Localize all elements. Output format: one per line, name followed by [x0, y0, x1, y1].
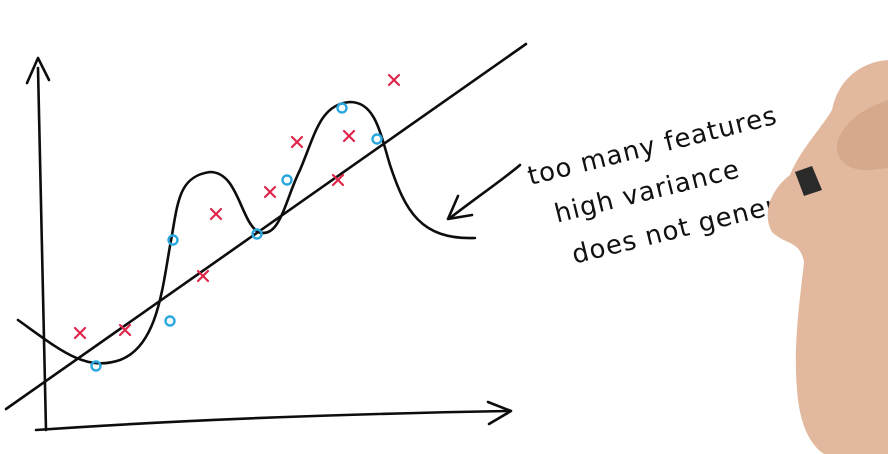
cross-marker [118, 323, 132, 337]
cross-marker [342, 129, 356, 143]
y-axis [36, 66, 48, 432]
circle-marker [371, 133, 383, 145]
circle-marker [164, 315, 176, 327]
y-axis-arrowhead [25, 56, 51, 85]
cross-marker [331, 173, 345, 187]
annotation-arrow [448, 163, 522, 220]
circle-marker [336, 102, 348, 114]
linear-fit-line [4, 42, 528, 411]
x-axis [34, 409, 510, 432]
circle-marker [90, 360, 102, 372]
cross-points [73, 73, 401, 340]
cross-marker [387, 73, 401, 87]
cross-marker [263, 185, 277, 199]
marker-pen [795, 166, 822, 196]
circle-marker [167, 234, 179, 246]
cross-marker [73, 326, 87, 340]
hand-finger [836, 100, 888, 171]
circle-marker [281, 174, 293, 186]
cross-marker [290, 135, 304, 149]
annotation-arrowhead [446, 194, 474, 221]
circle-marker [251, 228, 263, 240]
cross-marker [196, 269, 210, 283]
x-axis-arrowhead [486, 400, 513, 426]
circle-points [90, 102, 383, 372]
cross-marker [209, 207, 223, 221]
presenter-hand [767, 60, 888, 454]
overfit-curve [16, 100, 477, 365]
axes [25, 56, 513, 432]
